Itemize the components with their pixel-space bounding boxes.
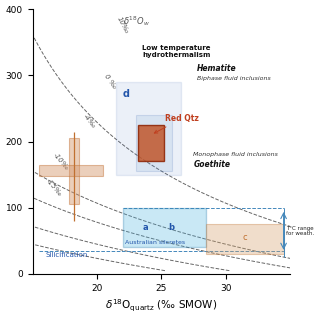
Text: -10‰: -10‰ xyxy=(52,151,70,171)
Text: -15‰: -15‰ xyxy=(45,178,63,198)
X-axis label: $\delta^{18}$O$_{\rm quartz}$ (‰ SMOW): $\delta^{18}$O$_{\rm quartz}$ (‰ SMOW) xyxy=(105,298,217,315)
Text: 0 ‰: 0 ‰ xyxy=(103,74,117,90)
Text: a: a xyxy=(143,223,149,232)
Bar xyxy=(206,224,284,254)
Text: c: c xyxy=(243,233,247,242)
Text: 10‰: 10‰ xyxy=(116,16,130,35)
Text: Biphase fluid inclusions: Biphase fluid inclusions xyxy=(197,76,271,81)
Text: b: b xyxy=(169,223,175,232)
Text: Low temperature
hydrothermalism: Low temperature hydrothermalism xyxy=(142,45,211,59)
Bar xyxy=(68,138,79,204)
Text: Red Qtz: Red Qtz xyxy=(154,114,199,133)
Text: Goethite: Goethite xyxy=(194,160,230,169)
Text: Monophase fluid inclusions: Monophase fluid inclusions xyxy=(194,152,278,157)
Text: Hematite: Hematite xyxy=(197,64,237,73)
Bar xyxy=(116,82,180,175)
Bar xyxy=(136,115,172,171)
Text: d: d xyxy=(123,89,130,99)
Bar xyxy=(39,165,103,176)
Text: -4‰: -4‰ xyxy=(82,113,96,130)
Text: Silicification: Silicification xyxy=(45,252,88,259)
Bar xyxy=(123,208,206,247)
Bar xyxy=(138,125,164,161)
Text: T°C range
for weath.: T°C range for weath. xyxy=(286,226,314,236)
Text: Australian silcretes: Australian silcretes xyxy=(125,240,185,245)
Text: $\delta^{18}$O$_w$: $\delta^{18}$O$_w$ xyxy=(123,14,150,28)
